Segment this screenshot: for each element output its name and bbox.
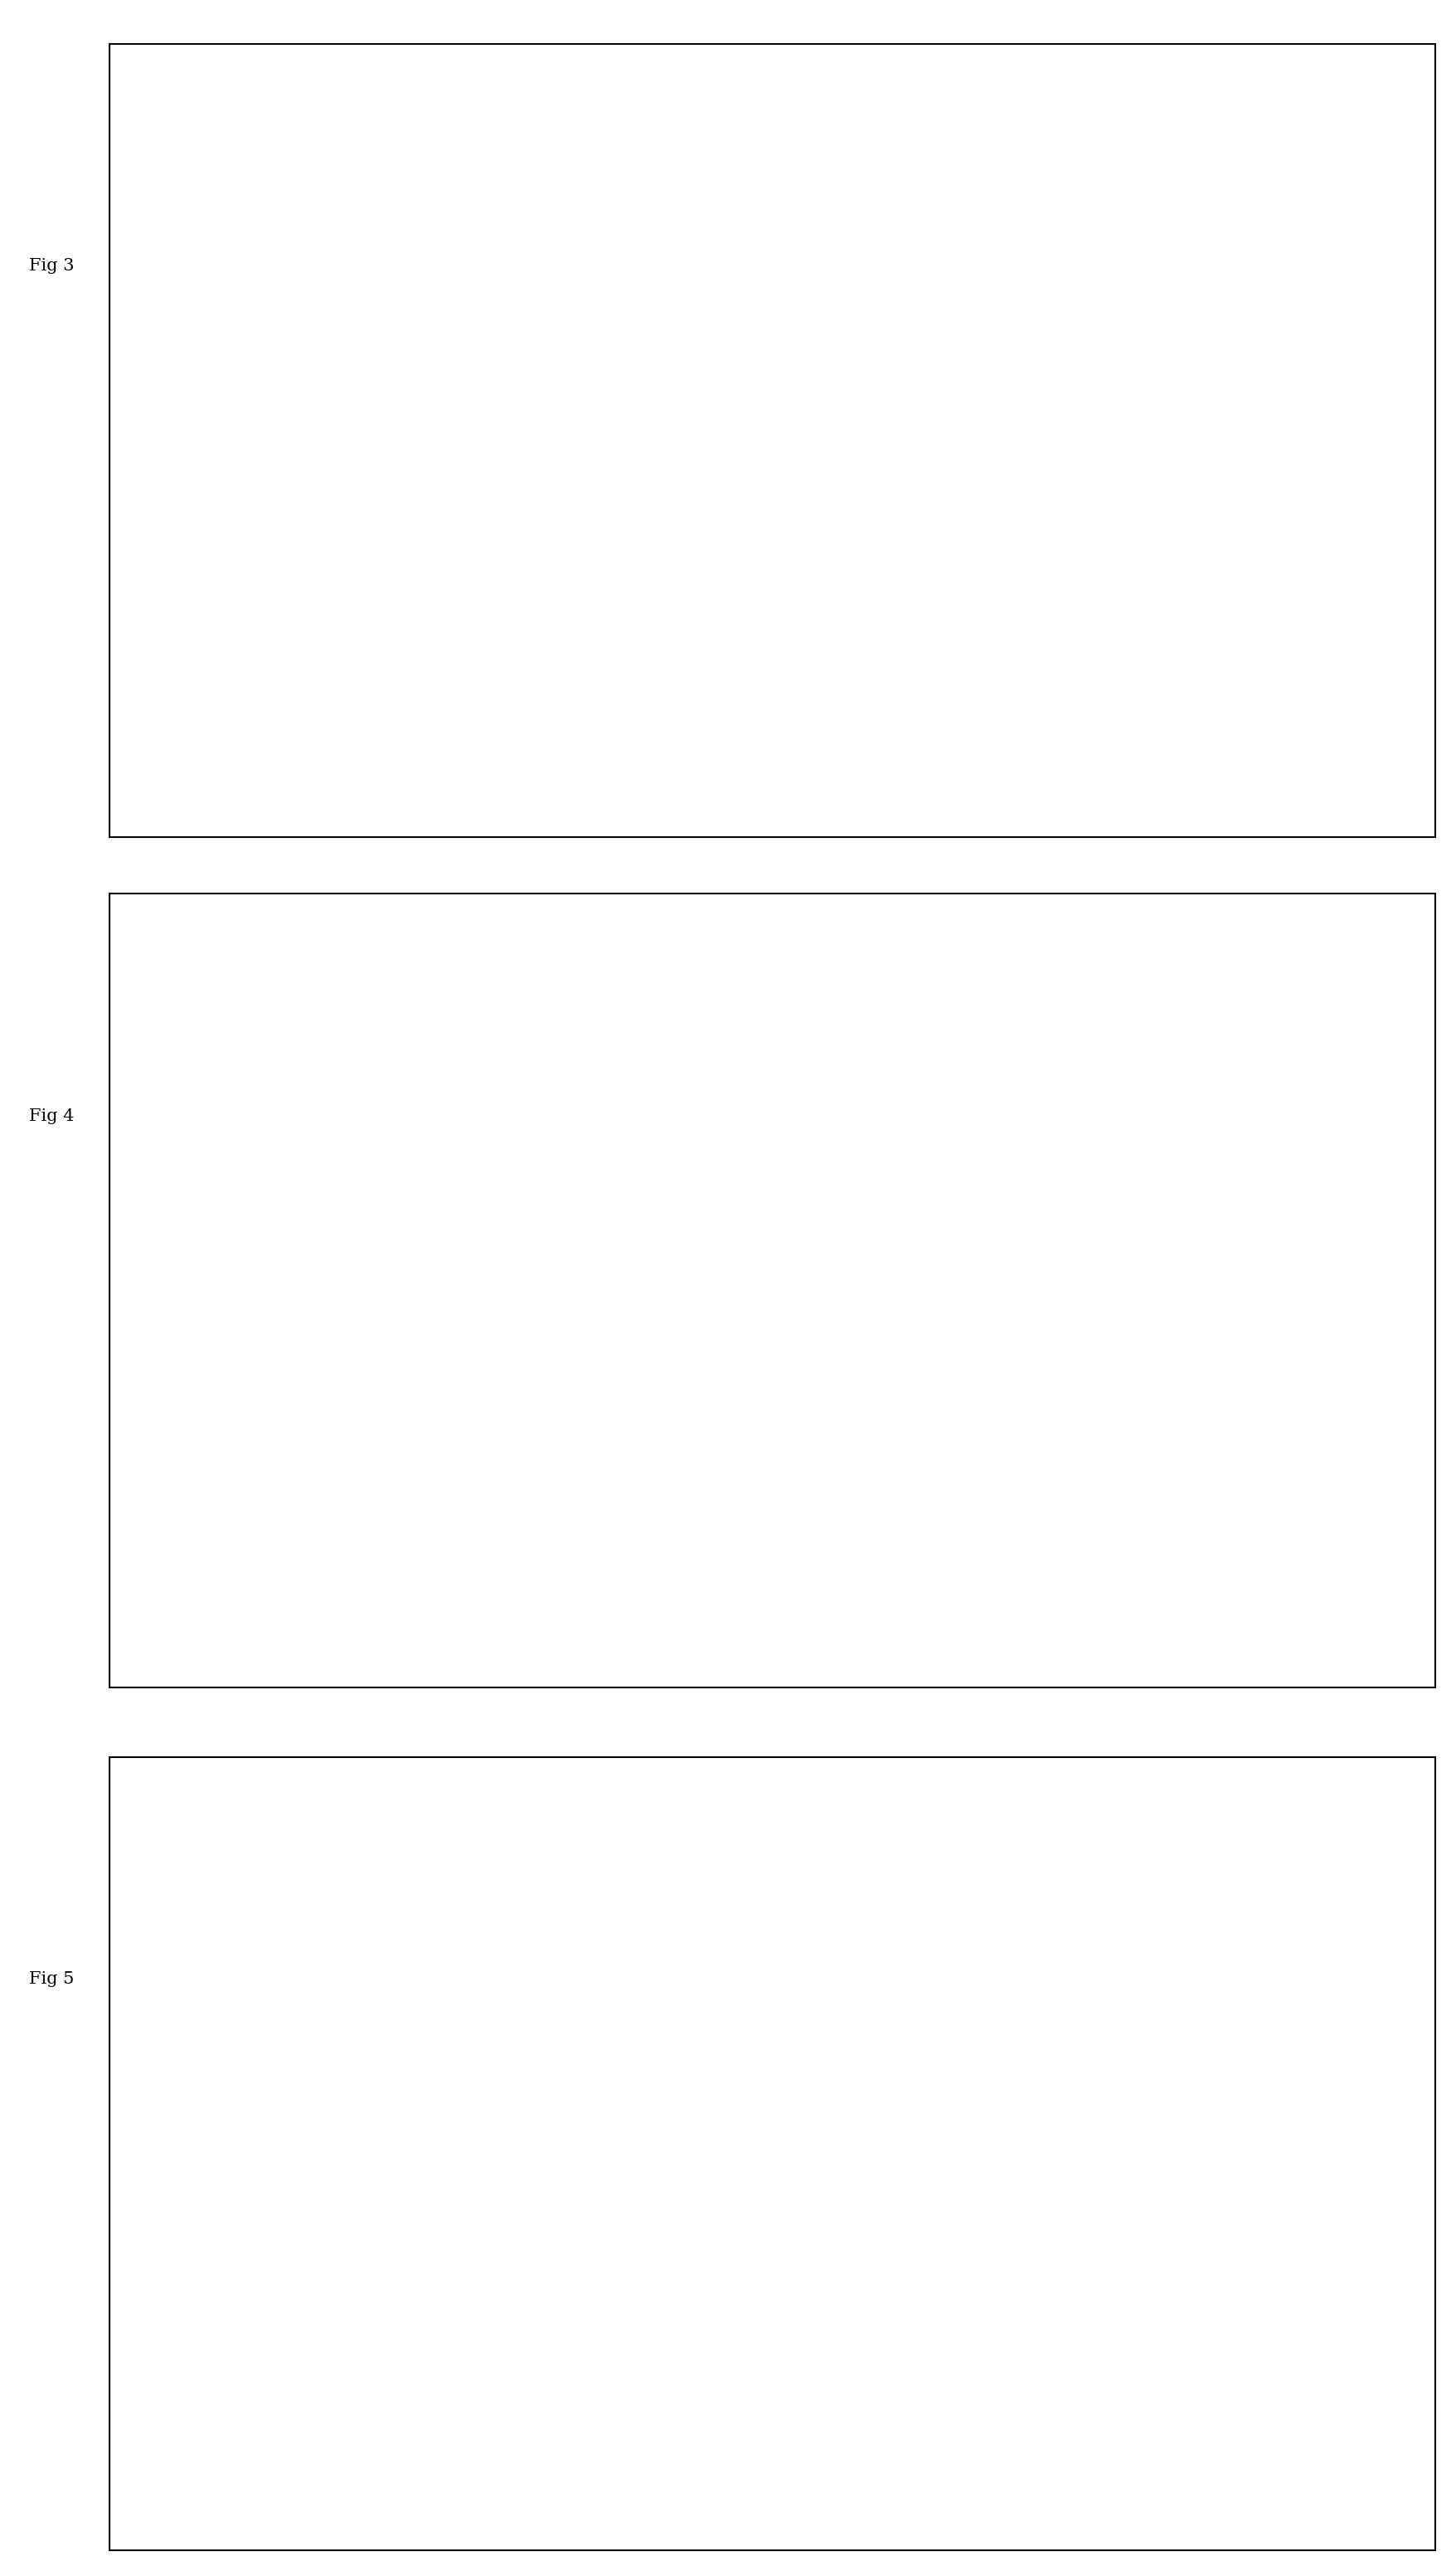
Y-axis label: Cell voltage / V: Cell voltage / V [271, 1154, 285, 1278]
X-axis label: 2θ: 2θ [839, 2411, 858, 2427]
Text: Fig 4: Fig 4 [29, 1108, 74, 1123]
Text: Fig 5: Fig 5 [29, 1971, 74, 1986]
X-axis label: Capacity / mAhg⁻¹: Capacity / mAhg⁻¹ [783, 1535, 935, 1551]
Text: Fig 3: Fig 3 [29, 258, 74, 273]
X-axis label: 2θ: 2θ [839, 698, 858, 714]
